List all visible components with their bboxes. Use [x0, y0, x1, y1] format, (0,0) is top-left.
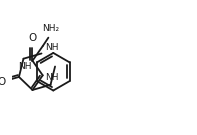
Text: NH: NH	[19, 62, 32, 70]
Text: O: O	[28, 33, 37, 43]
Text: O: O	[0, 77, 6, 87]
Text: NH: NH	[46, 43, 59, 52]
Text: NH: NH	[45, 73, 58, 82]
Text: NH₂: NH₂	[42, 24, 59, 33]
